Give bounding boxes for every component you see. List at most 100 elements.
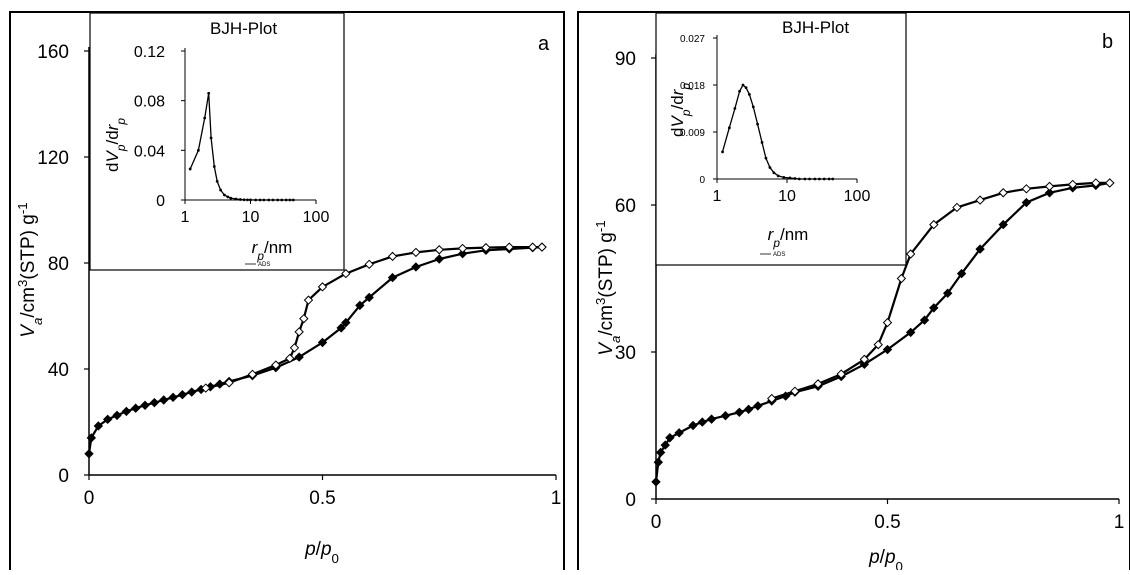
data-point [299,313,309,324]
inset-data-point [808,177,811,181]
inset-data-point [733,107,737,110]
series-adsorption [84,242,547,459]
data-point [1091,178,1101,188]
data-point [177,389,188,400]
y-tick-label: 0 [58,466,69,487]
inset-data-point [219,188,223,192]
data-point [655,447,666,458]
data-point [743,404,754,415]
data-point [121,406,132,417]
y-tick-label: 0 [625,490,636,511]
inset-y-tick-label: 0.08 [134,94,165,111]
inset-x-tick-label: 1 [181,209,190,226]
inset-data-point [276,198,280,202]
data-point [93,421,104,431]
inset-data-point [756,122,759,126]
inset-x-axis-title: rp/nm [252,238,293,263]
inset-data-point [188,167,192,171]
x-tick-label: 0 [651,512,662,533]
inset-y-tick-label: 0 [156,193,165,210]
data-point [998,188,1008,198]
inset-data-point [831,177,835,181]
data-point [665,433,675,443]
inset-data-point [196,148,200,152]
data-point [224,378,234,388]
y-tick-label: 60 [615,196,636,217]
inset-x-tick-label: 100 [303,209,330,226]
inset-data-point [772,171,776,175]
inset-data-point [267,198,271,202]
data-point [481,242,491,253]
inset-data-point [288,198,292,202]
data-point [952,202,962,213]
data-point [873,339,883,350]
inset-x-tick-label: 10 [242,209,260,226]
x-axis-title: p/p0 [304,539,339,566]
data-point [317,337,328,348]
inset-title: BJH-Plot [782,18,849,37]
data-point [527,242,538,252]
inset-x-tick-label: 10 [778,188,796,205]
data-point [1105,178,1115,188]
inset-data-point [271,198,275,202]
inset-legend-label: ADS [773,252,785,258]
data-point [140,400,150,411]
data-point [411,247,421,258]
inset-data-point [284,198,288,202]
data-point [341,317,351,328]
inset-data-point [249,198,252,202]
data-point [896,273,907,284]
inset-y-tick-label: 0.009 [680,128,705,139]
data-point [975,244,985,254]
data-point [364,292,374,303]
series-adsorption [651,178,1115,487]
inset-x-tick-label: 100 [844,188,871,205]
data-point [674,428,684,438]
data-point [294,352,304,362]
data-point [956,268,967,279]
inset-data-point [242,198,246,202]
panel-label: b [1102,31,1113,53]
inset-y-tick-label: 0.018 [680,81,705,92]
data-point [341,268,351,279]
data-point [998,219,1008,230]
inset-data-point [822,177,826,181]
y-tick-label: 30 [615,343,636,364]
inset-data-point [803,177,807,181]
x-tick-label: 0.5 [309,488,335,509]
data-point [790,386,800,396]
data-point [882,317,893,328]
inset-data-point [721,150,724,154]
data-point [882,344,893,355]
y-tick-label: 80 [48,254,69,275]
data-point [247,369,258,380]
inset-y-tick-label: 0.04 [134,143,165,160]
inset-data-point [280,198,284,202]
data-point [653,457,664,467]
data-point [905,327,916,338]
y-tick-label: 120 [37,148,69,169]
data-point [317,282,328,292]
data-point [720,410,731,421]
data-point [1021,197,1032,208]
data-point [859,359,870,369]
data-point [130,403,141,413]
y-tick-label: 90 [615,49,636,70]
data-point [303,295,314,305]
data-point [975,195,985,205]
data-point [767,393,777,404]
inset-data-point [817,177,821,181]
inset-data-point [738,89,741,93]
data-point [434,245,444,255]
data-point [364,259,374,270]
inset-x-axis-title: rp/nm [768,225,809,250]
inset-data-point [254,198,258,202]
inset-data-point [760,141,764,144]
y-tick-label: 160 [37,42,69,63]
inset-y-tick-label: 0.027 [680,34,705,45]
inset-data-point [226,195,230,199]
data-point [159,395,169,405]
data-point [929,219,939,230]
